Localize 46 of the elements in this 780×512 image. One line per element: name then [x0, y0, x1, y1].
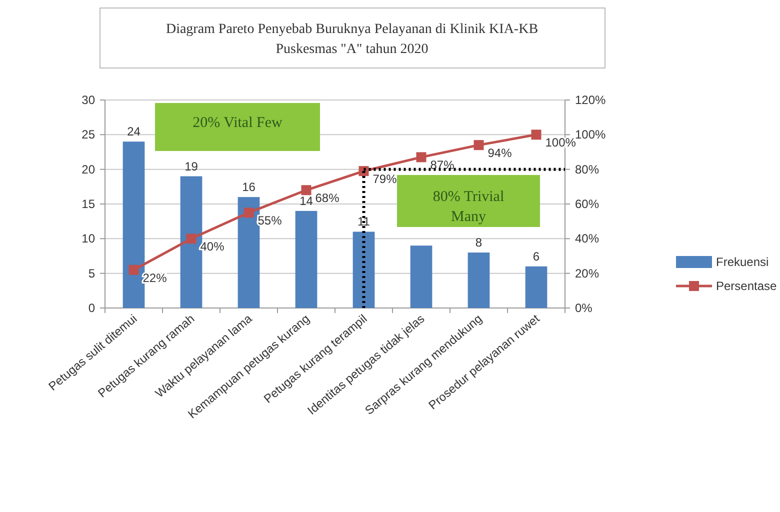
data-label: 79%: [372, 172, 398, 186]
point: [531, 130, 542, 140]
data-label: 16: [242, 180, 256, 194]
bar: [468, 252, 490, 308]
bar: [122, 142, 145, 308]
bar: [180, 176, 202, 308]
data-label: 8: [475, 236, 482, 250]
data-label: 14: [300, 194, 314, 208]
y-tick-label: 5: [88, 266, 96, 280]
point: [244, 208, 254, 218]
point: [301, 185, 312, 196]
y2-tick-label: 60%: [575, 197, 600, 211]
bar: [238, 197, 260, 308]
y-tick-label: 10: [82, 232, 96, 246]
data-label: 100%: [545, 136, 576, 150]
bar: [352, 232, 375, 308]
y2-tick-label: 0%: [575, 301, 593, 315]
y-tick-label: 15: [82, 197, 96, 211]
data-label: 87%: [430, 158, 455, 172]
y-tick-label: 0: [88, 301, 96, 315]
point: [416, 152, 426, 162]
y2-tick-label: 40%: [575, 232, 600, 246]
data-label: 24: [127, 124, 141, 139]
point: [128, 264, 139, 275]
y-tick-label: 20: [82, 162, 96, 176]
point: [474, 140, 484, 150]
y-tick-label: 30: [82, 93, 96, 107]
data-label: 11: [358, 214, 370, 229]
bar: [525, 266, 548, 308]
point: [186, 234, 196, 244]
y2-tick-label: 80%: [575, 162, 600, 176]
y2-tick-label: 120%: [575, 93, 606, 107]
data-label: 19: [184, 159, 198, 174]
y2-tick-label: 20%: [575, 266, 600, 280]
bar: [410, 246, 432, 308]
annotation: 20% Vital Few: [192, 115, 282, 131]
legend-label: Persentase: [716, 279, 778, 293]
data-label: 68%: [315, 191, 340, 206]
legend-label: Frekuensi: [716, 255, 769, 269]
annotation: 80% Trivial Many: [432, 189, 504, 225]
data-label: 94%: [488, 146, 512, 160]
bar: [295, 210, 318, 308]
y-tick-label: 25: [82, 128, 96, 142]
data-label: 6: [532, 249, 540, 264]
chart-title: Diagram Pareto Penyebab Buruknya Pelayanan di Klinik KIA-KB Puskesmas "A" tahun 2020: [166, 22, 538, 57]
y2-tick-label: 100%: [575, 128, 606, 142]
